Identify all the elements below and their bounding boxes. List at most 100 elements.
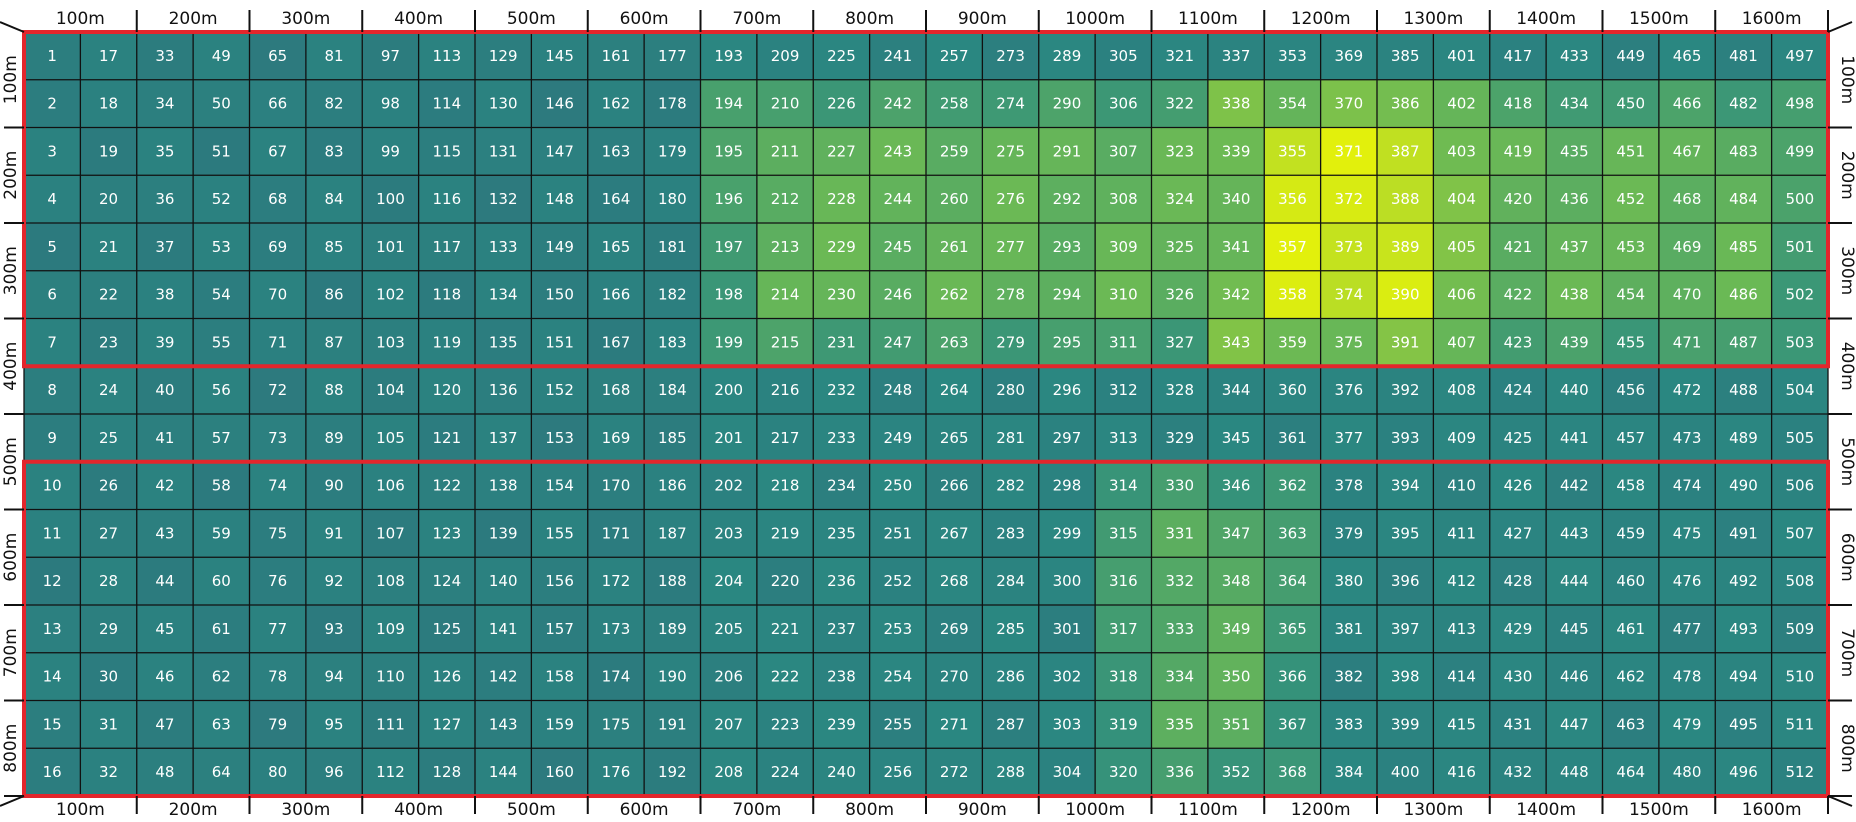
grid-cell bbox=[362, 175, 420, 224]
cell-number: 314 bbox=[1109, 477, 1138, 495]
cell-number: 306 bbox=[1109, 95, 1138, 113]
cell-number: 239 bbox=[827, 715, 856, 733]
cell-number: 292 bbox=[1053, 190, 1082, 208]
grid-cell bbox=[700, 461, 758, 510]
grid-cell bbox=[531, 461, 589, 510]
grid-cell bbox=[926, 461, 983, 510]
cell-number: 380 bbox=[1334, 572, 1363, 590]
grid-cell bbox=[1602, 127, 1660, 176]
cell-number: 433 bbox=[1560, 47, 1589, 65]
grid-cell bbox=[982, 414, 1040, 463]
cell-number: 307 bbox=[1109, 142, 1138, 160]
cell-number: 253 bbox=[883, 620, 912, 638]
cell-number: 373 bbox=[1334, 238, 1363, 256]
cell-number: 21 bbox=[99, 238, 118, 256]
grid-cell bbox=[1602, 175, 1660, 224]
grid-cell bbox=[24, 557, 81, 606]
grid-cell bbox=[1771, 79, 1829, 128]
cell-number: 369 bbox=[1334, 47, 1363, 65]
top-axis-label: 1500m bbox=[1629, 9, 1689, 29]
cell-number: 158 bbox=[545, 668, 574, 686]
cell-number: 99 bbox=[381, 142, 400, 160]
cell-number: 12 bbox=[43, 572, 62, 590]
cell-number: 187 bbox=[658, 524, 687, 542]
cell-number: 92 bbox=[325, 572, 344, 590]
cell-number: 38 bbox=[155, 286, 174, 304]
cell-number: 94 bbox=[325, 668, 344, 686]
grid-cell bbox=[1264, 175, 1322, 224]
grid-cell bbox=[80, 652, 138, 701]
grid-cell bbox=[249, 605, 307, 654]
grid-cell bbox=[24, 32, 81, 81]
cell-number: 185 bbox=[658, 429, 687, 447]
grid-cell bbox=[700, 318, 758, 367]
grid-cell bbox=[80, 414, 138, 463]
cell-number: 48 bbox=[155, 763, 174, 781]
cell-number: 52 bbox=[212, 190, 231, 208]
grid-cell bbox=[475, 557, 532, 606]
cell-number: 348 bbox=[1222, 572, 1251, 590]
cell-number: 126 bbox=[432, 668, 461, 686]
cell-number: 32 bbox=[99, 763, 118, 781]
cell-number: 402 bbox=[1447, 95, 1476, 113]
grid-cell bbox=[1038, 127, 1096, 176]
cell-number: 26 bbox=[99, 477, 118, 495]
cell-number: 487 bbox=[1729, 333, 1758, 351]
cell-number: 233 bbox=[827, 429, 856, 447]
cell-number: 363 bbox=[1278, 524, 1307, 542]
grid-cell bbox=[418, 270, 476, 319]
cell-number: 320 bbox=[1109, 763, 1138, 781]
cell-number: 269 bbox=[940, 620, 969, 638]
grid-cell bbox=[869, 652, 927, 701]
left-axis-label: 700m bbox=[1, 628, 21, 677]
grid-cell bbox=[700, 605, 758, 654]
grid-cell bbox=[1715, 79, 1773, 128]
grid-cell bbox=[813, 270, 871, 319]
cell-number: 195 bbox=[714, 142, 743, 160]
grid-cell bbox=[1038, 700, 1096, 749]
grid-cell bbox=[531, 175, 589, 224]
cell-number: 181 bbox=[658, 238, 687, 256]
cell-number: 55 bbox=[212, 333, 231, 351]
grid-cell bbox=[700, 557, 758, 606]
cell-number: 301 bbox=[1053, 620, 1082, 638]
cell-number: 138 bbox=[489, 477, 518, 495]
cell-number: 474 bbox=[1673, 477, 1702, 495]
grid-cell bbox=[1320, 79, 1378, 128]
grid-cell bbox=[1377, 748, 1434, 797]
cell-number: 286 bbox=[996, 668, 1025, 686]
grid-cell bbox=[305, 127, 363, 176]
grid-cell bbox=[1207, 366, 1265, 415]
grid-cell bbox=[1658, 461, 1716, 510]
grid-cell bbox=[136, 700, 194, 749]
cell-number: 366 bbox=[1278, 668, 1307, 686]
grid-cell bbox=[418, 175, 476, 224]
grid-cell bbox=[1095, 461, 1152, 510]
cell-number: 328 bbox=[1165, 381, 1194, 399]
grid-cell bbox=[475, 318, 532, 367]
cell-number: 357 bbox=[1278, 238, 1307, 256]
cell-number: 450 bbox=[1616, 95, 1645, 113]
grid-cell bbox=[418, 366, 476, 415]
cell-number: 496 bbox=[1729, 763, 1758, 781]
cell-number: 429 bbox=[1504, 620, 1533, 638]
grid-cell bbox=[136, 461, 194, 510]
grid-cell bbox=[1264, 652, 1322, 701]
grid-cell bbox=[926, 127, 983, 176]
cell-number: 160 bbox=[545, 763, 574, 781]
grid-cell bbox=[1715, 509, 1773, 558]
grid-cell bbox=[249, 700, 307, 749]
cell-number: 244 bbox=[883, 190, 912, 208]
cell-number: 256 bbox=[883, 763, 912, 781]
cell-number: 259 bbox=[940, 142, 969, 160]
cell-number: 20 bbox=[99, 190, 118, 208]
cell-number: 274 bbox=[996, 95, 1025, 113]
grid-cell bbox=[1489, 509, 1547, 558]
grid-cell bbox=[1207, 748, 1265, 797]
grid-cell bbox=[1715, 461, 1773, 510]
cell-number: 39 bbox=[155, 333, 174, 351]
grid-cell bbox=[1602, 270, 1660, 319]
cell-number: 347 bbox=[1222, 524, 1251, 542]
grid-cell bbox=[418, 700, 476, 749]
grid-cell bbox=[1433, 461, 1491, 510]
